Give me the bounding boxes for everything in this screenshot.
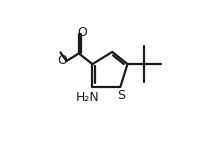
Text: S: S	[118, 89, 126, 102]
Text: O: O	[58, 54, 67, 67]
Text: O: O	[78, 26, 88, 39]
Text: H₂N: H₂N	[76, 91, 100, 104]
